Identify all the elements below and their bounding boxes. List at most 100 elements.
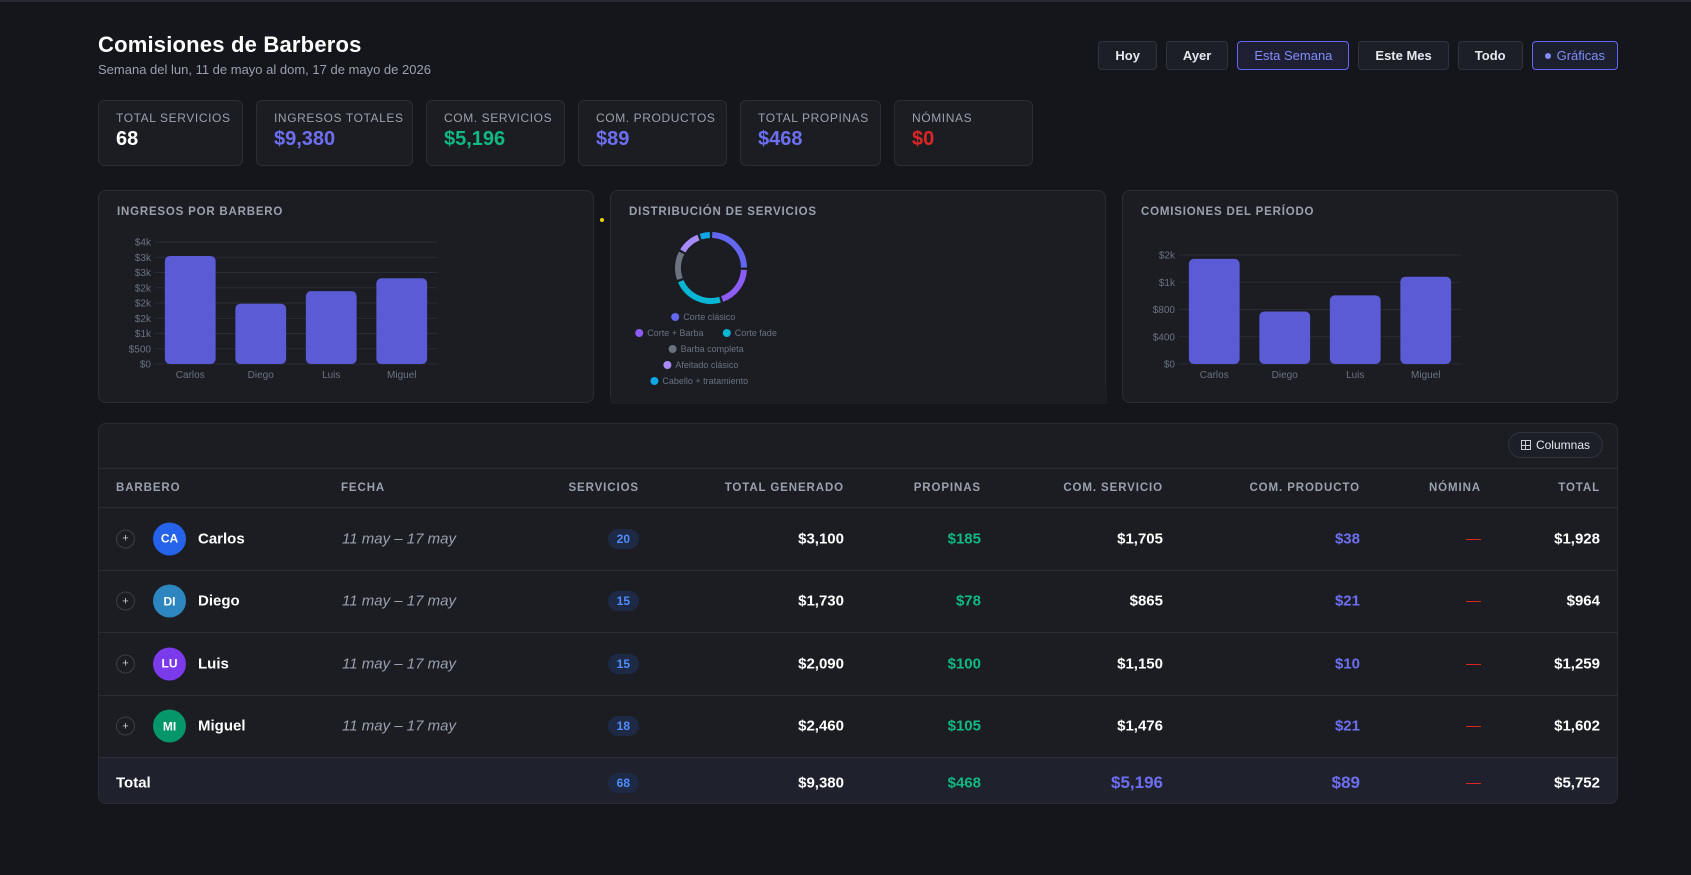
- bar: [1400, 276, 1452, 364]
- column-header-service-commission[interactable]: COM. SERVICIO: [1063, 482, 1163, 494]
- stat-card-total-services: TOTAL SERVICIOS 68: [98, 100, 243, 166]
- y-tick-label: $3k: [135, 268, 152, 279]
- bar: [1329, 295, 1381, 364]
- row-total: $964: [1566, 592, 1600, 610]
- product-commission: $21: [1334, 592, 1360, 610]
- period-filters: Hoy Ayer Esta Semana Este Mes Todo Gráfi…: [1098, 41, 1618, 70]
- x-tick-label: Carlos: [176, 370, 205, 381]
- barber-name: Diego: [198, 592, 240, 610]
- legend-swatch: [663, 361, 672, 369]
- table-toolbar: Columnas: [99, 424, 1617, 469]
- stat-label: COM. SERVICIOS: [444, 111, 553, 125]
- avatar: CA: [153, 522, 186, 556]
- service-commission: $1,150: [1117, 655, 1163, 673]
- income-chart-panel: INGRESOS POR BARBERO $0 $500 $1k $2k $2k $2k $…: [98, 190, 594, 403]
- x-tick-label: Luis: [322, 370, 340, 381]
- charts-toggle-label: Gráficas: [1556, 48, 1605, 63]
- donut-slice: [680, 234, 700, 253]
- date-range: 11 may – 17 may: [342, 592, 456, 610]
- distribution-chart-panel: DISTRIBUCIÓN DE SERVICIOS Corte clásico C…: [610, 190, 1107, 404]
- date-range: 11 may – 17 may: [342, 655, 456, 673]
- y-tick-label: $1k: [1159, 278, 1176, 289]
- column-header-product-commission[interactable]: COM. PRODUCTO: [1249, 482, 1360, 494]
- stat-label: COM. PRODUCTOS: [596, 111, 716, 125]
- x-tick-label: Luis: [1346, 370, 1364, 381]
- filter-today-button[interactable]: Hoy: [1098, 41, 1157, 70]
- payroll-amount: —: [1466, 717, 1481, 735]
- avatar: LU: [153, 647, 186, 681]
- grand-total: $5,752: [1554, 774, 1600, 792]
- y-tick-label: $800: [1153, 305, 1176, 316]
- page-subtitle: Semana del lun, 11 de mayo al dom, 17 de…: [98, 62, 431, 77]
- expand-plus-icon[interactable]: +: [116, 529, 135, 549]
- table-row[interactable]: + MI Miguel 11 may – 17 may 18 $2,460 $1…: [99, 696, 1617, 758]
- total-payroll-sum: —: [1466, 774, 1481, 792]
- expand-plus-icon[interactable]: +: [116, 591, 135, 611]
- product-commission: $10: [1334, 655, 1360, 673]
- legend-label: Corte + Barba: [647, 328, 703, 338]
- y-tick-label: $2k: [135, 299, 152, 310]
- column-header-total-generated[interactable]: TOTAL GENERADO: [724, 482, 844, 494]
- stat-value: 68: [116, 128, 139, 150]
- service-commission: $1,705: [1117, 530, 1163, 548]
- product-commission: $21: [1334, 717, 1360, 735]
- total-generated: $1,730: [798, 592, 844, 610]
- stat-value: $89: [596, 128, 630, 150]
- services-count-badge: 15: [607, 591, 639, 612]
- x-tick-label: Diego: [248, 370, 275, 381]
- x-tick-label: Miguel: [387, 370, 416, 381]
- stat-cards: TOTAL SERVICIOS 68 INGRESOS TOTALES $9,3…: [98, 100, 1033, 166]
- expand-plus-icon[interactable]: +: [116, 716, 135, 736]
- top-border: [0, 0, 1691, 2]
- column-header-barber[interactable]: BARBERO: [116, 482, 181, 494]
- tips-amount: $105: [947, 717, 981, 735]
- grid-icon: [1520, 440, 1531, 450]
- stat-value: $5,196: [444, 128, 506, 150]
- distribution-chart-title: DISTRIBUCIÓN DE SERVICIOS: [629, 206, 817, 218]
- tips-amount: $78: [955, 592, 981, 610]
- column-header-tips[interactable]: PROPINAS: [913, 482, 981, 494]
- row-total: $1,928: [1554, 530, 1600, 548]
- column-header-date[interactable]: FECHA: [341, 482, 386, 494]
- total-generated: $2,460: [798, 717, 844, 735]
- payroll-amount: —: [1466, 655, 1481, 673]
- donut-slice: [678, 279, 721, 304]
- donut-slice: [699, 232, 711, 240]
- total-service-commission-sum: $5,196: [1111, 773, 1163, 792]
- page-title: Comisiones de Barberos: [98, 32, 362, 57]
- donut-slice: [711, 232, 747, 268]
- table-header: BARBERO FECHA SERVICIOS TOTAL GENERADO P…: [99, 469, 1617, 508]
- filter-yesterday-button[interactable]: Ayer: [1165, 41, 1229, 70]
- stat-card-product-commissions: COM. PRODUCTOS $89: [578, 100, 727, 166]
- stat-value: $468: [758, 128, 803, 150]
- cursor-dot: [600, 218, 604, 222]
- table-row[interactable]: + LU Luis 11 may – 17 may 15 $2,090 $100…: [99, 633, 1617, 696]
- y-tick-label: $3k: [135, 253, 152, 264]
- bar: [235, 303, 287, 364]
- expand-plus-icon[interactable]: +: [116, 654, 135, 674]
- table-row[interactable]: + DI Diego 11 may – 17 may 15 $1,730 $78…: [99, 571, 1617, 633]
- filter-this-month-button[interactable]: Este Mes: [1358, 41, 1449, 70]
- y-tick-label: $2k: [1159, 251, 1176, 262]
- legend-swatch: [668, 345, 677, 353]
- total-generated: $3,100: [798, 530, 844, 548]
- page-header: Comisiones de Barberos Semana del lun, 1…: [98, 32, 1618, 82]
- legend-label: Cabello + tratamiento: [662, 376, 748, 386]
- column-header-payroll[interactable]: NÓMINA: [1428, 482, 1481, 494]
- distribution-chart: Corte clásico Corte + Barba Corte fade Barb…: [611, 232, 1107, 404]
- stat-value: $0: [912, 128, 935, 150]
- filter-all-button[interactable]: Todo: [1457, 41, 1523, 70]
- filter-this-week-button[interactable]: Esta Semana: [1237, 41, 1350, 70]
- charts-toggle-button[interactable]: Gráficas: [1531, 41, 1618, 70]
- columns-button[interactable]: Columnas: [1507, 432, 1603, 458]
- table-row[interactable]: + CA Carlos 11 may – 17 may 20 $3,100 $1…: [99, 508, 1617, 571]
- bar: [376, 278, 428, 364]
- column-header-services[interactable]: SERVICIOS: [568, 482, 639, 494]
- legend-swatch: [722, 329, 731, 337]
- y-tick-label: $2k: [135, 283, 152, 294]
- column-header-total[interactable]: TOTAL: [1558, 482, 1600, 494]
- y-tick-label: $0: [140, 360, 152, 371]
- services-count-badge: 18: [607, 716, 639, 737]
- barber-name: Miguel: [198, 717, 246, 735]
- x-tick-label: Carlos: [1200, 370, 1229, 381]
